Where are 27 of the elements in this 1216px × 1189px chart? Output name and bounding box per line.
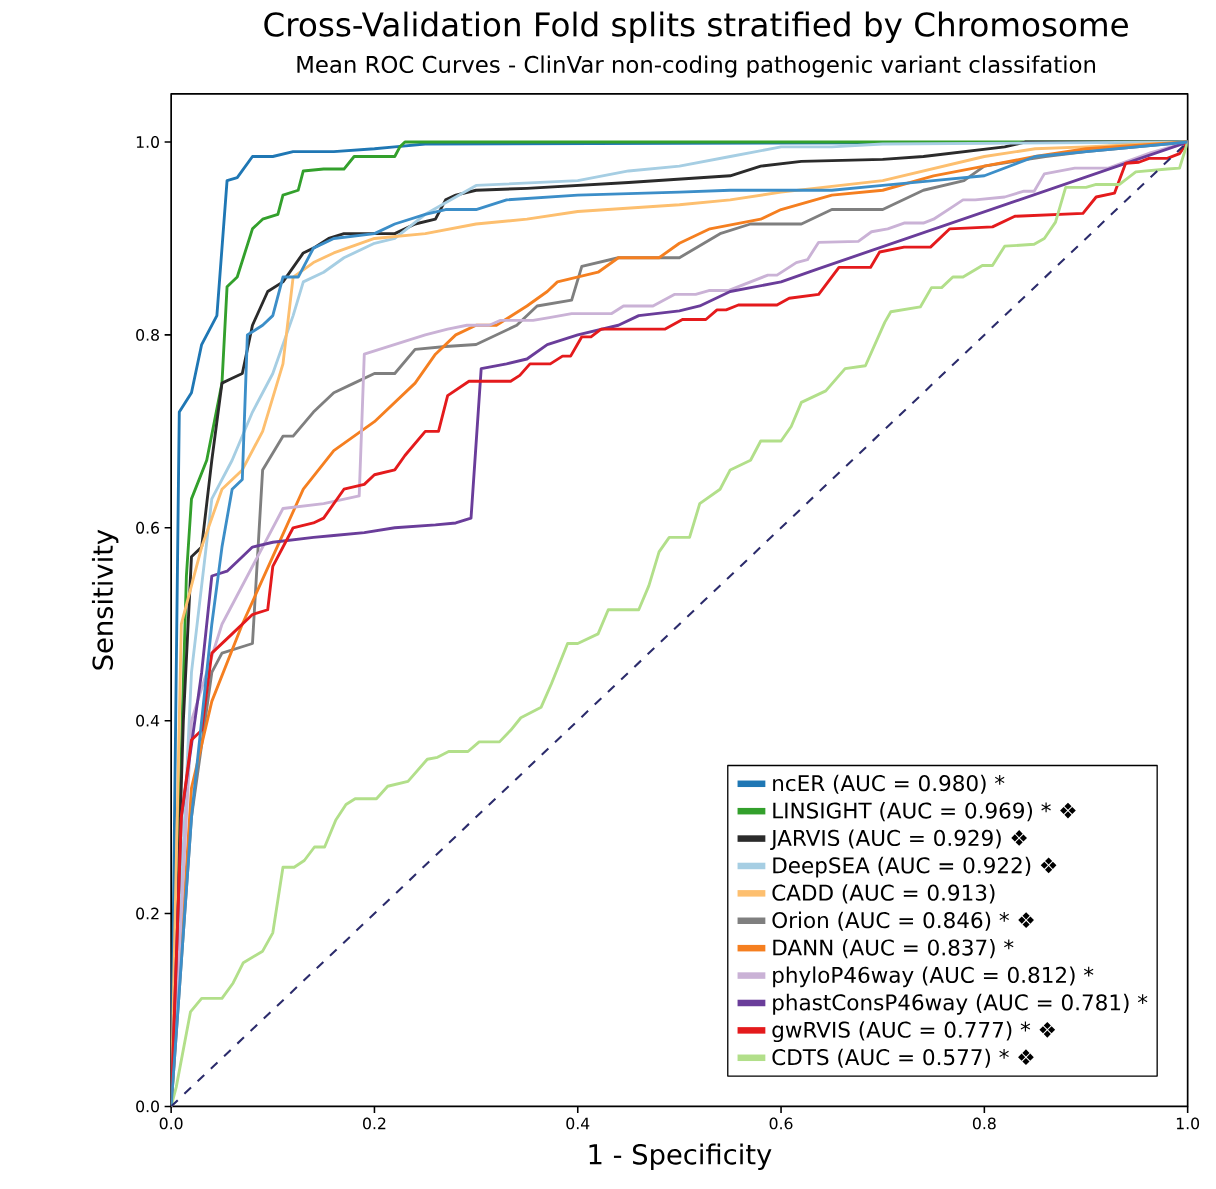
x-tick-label: 0.6 [769,1117,793,1130]
y-tick-label: 1.0 [136,136,159,149]
legend-label: JARVIS (AUC = 0.929) ❖ [770,829,1027,851]
legend-label: CADD (AUC = 0.913) [772,884,995,904]
legend-label: phyloP46way (AUC = 0.812) * [773,966,1094,988]
x-axis-title: 1 - Specificity [589,1143,772,1171]
legend-label: phastConsP46way (AUC = 0.781) * [773,994,1148,1015]
y-tick-label: 0.4 [136,714,160,727]
x-tick-label: 0.4 [566,1117,590,1130]
y-tick-label: 0.8 [136,329,159,342]
legend-label: LINSIGHT (AUC = 0.969) * ❖ [773,802,1076,822]
legend-label: ncER (AUC = 0.980) * [773,774,1005,795]
chart-title: Cross-Validation Fold splits stratified by Chromosome [264,11,1128,44]
legend-label: DeepSEA (AUC = 0.922) ❖ [773,857,1057,878]
y-axis-title: Sensitivity [91,529,119,670]
x-tick-label: 0.0 [159,1117,183,1130]
y-tick-label: 0.2 [136,907,159,920]
x-tick-label: 1.0 [1176,1117,1200,1130]
legend-label: CDTS (AUC = 0.577) * ❖ [772,1048,1034,1069]
legend-label: Orion (AUC = 0.846) * ❖ [772,911,1034,932]
x-tick-label: 0.8 [972,1117,996,1130]
legend-label: gwRVIS (AUC = 0.777) * ❖ [772,1021,1056,1043]
legend-label: DANN (AUC = 0.837) * [773,939,1014,959]
y-tick-label: 0.0 [136,1100,159,1113]
x-tick-label: 0.2 [363,1117,386,1130]
y-tick-label: 0.6 [136,522,160,534]
chart-subtitle: Mean ROC Curves - ClinVar non-coding pathogenic variant classifation [297,55,1096,78]
